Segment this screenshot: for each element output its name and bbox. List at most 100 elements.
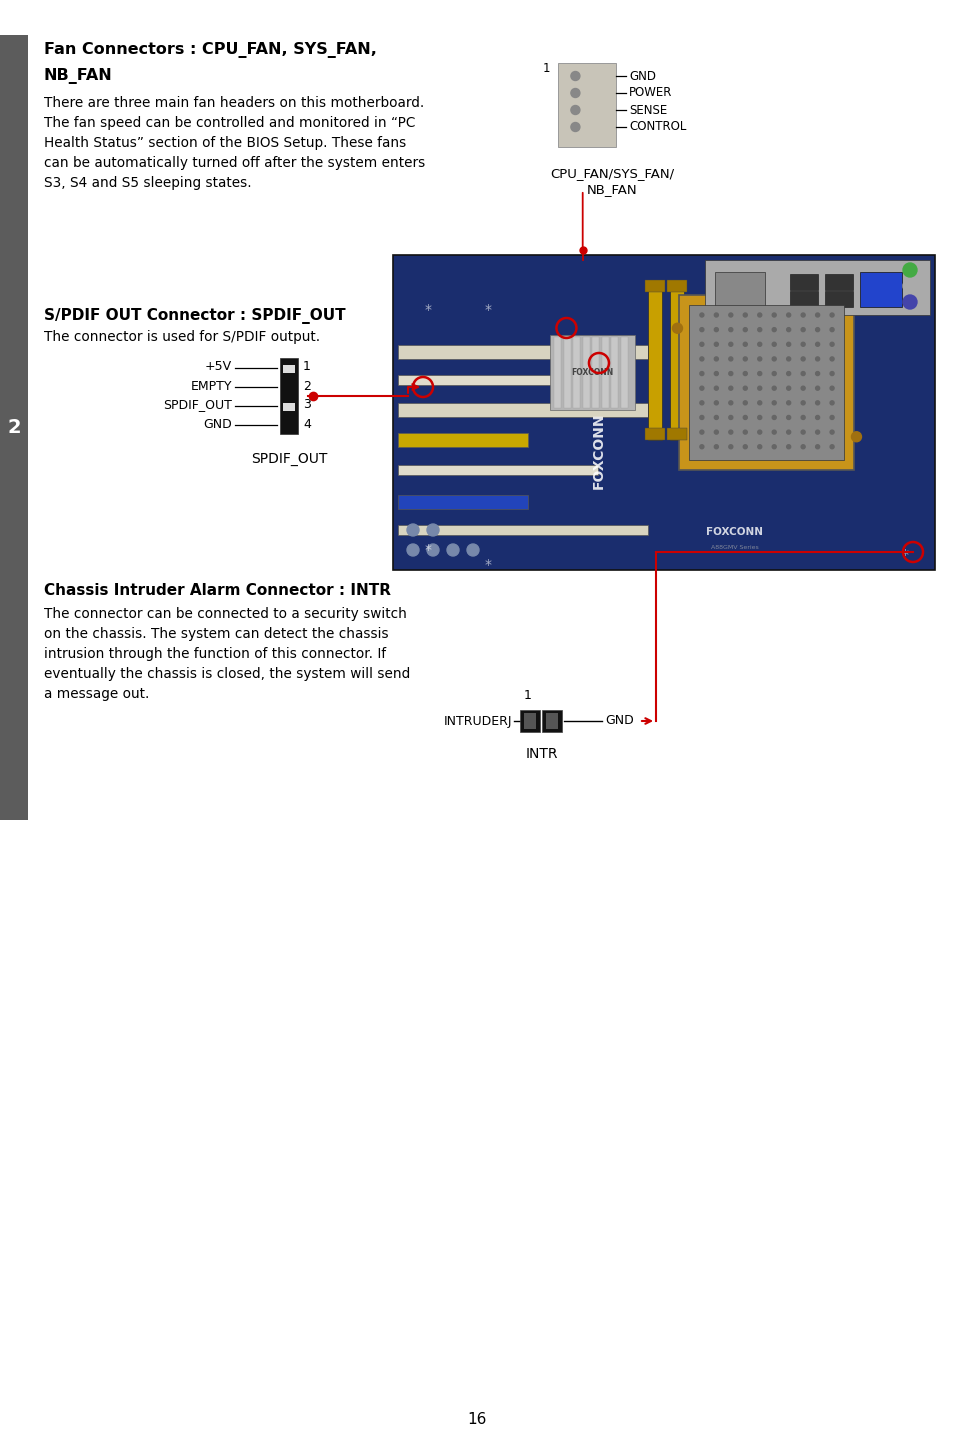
Text: CPU_FAN/SYS_FAN/: CPU_FAN/SYS_FAN/	[549, 167, 674, 180]
Circle shape	[757, 444, 760, 449]
Text: *: *	[484, 303, 491, 317]
Circle shape	[771, 415, 776, 420]
Text: The connector is used for S/PDIF output.: The connector is used for S/PDIF output.	[44, 330, 320, 344]
Circle shape	[801, 401, 804, 405]
Text: FOXCONN: FOXCONN	[571, 367, 613, 378]
Circle shape	[714, 430, 718, 434]
Bar	[397, 346, 647, 359]
Circle shape	[815, 328, 819, 331]
Circle shape	[829, 328, 833, 331]
Circle shape	[801, 386, 804, 391]
Text: The fan speed can be controlled and monitored in “PC: The fan speed can be controlled and moni…	[44, 116, 415, 131]
Text: 1: 1	[542, 62, 550, 76]
Circle shape	[757, 386, 760, 391]
Circle shape	[714, 314, 718, 317]
Text: The connector can be connected to a security switch: The connector can be connected to a secu…	[44, 607, 406, 621]
Circle shape	[714, 372, 718, 376]
Circle shape	[786, 328, 790, 331]
Bar	[283, 404, 294, 411]
Text: There are three main fan headers on this motherboard.: There are three main fan headers on this…	[44, 96, 424, 110]
Bar	[397, 375, 598, 385]
Circle shape	[742, 343, 746, 346]
Bar	[541, 710, 561, 732]
Text: SENSE: SENSE	[628, 103, 666, 116]
Bar	[523, 713, 536, 729]
Bar	[545, 713, 558, 729]
Circle shape	[829, 444, 833, 449]
Bar	[789, 290, 817, 306]
Bar	[859, 272, 901, 306]
Text: eventually the chassis is closed, the system will send: eventually the chassis is closed, the sy…	[44, 666, 410, 681]
Circle shape	[700, 401, 703, 405]
Circle shape	[771, 314, 776, 317]
Circle shape	[786, 401, 790, 405]
Circle shape	[714, 444, 718, 449]
Circle shape	[771, 401, 776, 405]
Circle shape	[757, 314, 760, 317]
Bar	[582, 337, 589, 408]
Circle shape	[786, 343, 790, 346]
Circle shape	[771, 343, 776, 346]
Circle shape	[829, 386, 833, 391]
Circle shape	[728, 415, 732, 420]
Circle shape	[570, 122, 579, 132]
Text: 1: 1	[523, 690, 532, 701]
Bar	[824, 290, 852, 306]
Circle shape	[742, 430, 746, 434]
Circle shape	[700, 328, 703, 331]
Circle shape	[815, 372, 819, 376]
Text: GND: GND	[203, 418, 232, 430]
Circle shape	[700, 357, 703, 362]
Circle shape	[742, 386, 746, 391]
Circle shape	[801, 328, 804, 331]
Circle shape	[786, 372, 790, 376]
Circle shape	[728, 401, 732, 405]
Circle shape	[786, 444, 790, 449]
Circle shape	[700, 444, 703, 449]
Circle shape	[801, 314, 804, 317]
Bar	[283, 383, 294, 392]
Circle shape	[700, 372, 703, 376]
Bar	[704, 260, 929, 315]
Circle shape	[815, 430, 819, 434]
Circle shape	[786, 314, 790, 317]
Circle shape	[851, 431, 861, 441]
Circle shape	[829, 314, 833, 317]
Circle shape	[407, 544, 418, 556]
Circle shape	[815, 314, 819, 317]
Circle shape	[700, 314, 703, 317]
Text: *: *	[424, 303, 431, 317]
Bar	[592, 337, 598, 408]
Text: 1: 1	[303, 360, 311, 373]
Bar	[283, 423, 294, 430]
Circle shape	[815, 401, 819, 405]
Text: GND: GND	[628, 70, 656, 83]
Circle shape	[742, 444, 746, 449]
Text: S/PDIF OUT Connector : SPDIF_OUT: S/PDIF OUT Connector : SPDIF_OUT	[44, 308, 345, 324]
Circle shape	[714, 343, 718, 346]
Text: NB_FAN: NB_FAN	[44, 68, 112, 84]
Bar	[647, 285, 661, 440]
Text: S3, S4 and S5 sleeping states.: S3, S4 and S5 sleeping states.	[44, 176, 252, 190]
Circle shape	[902, 279, 916, 293]
Text: A88GMV Series: A88GMV Series	[710, 546, 758, 550]
Bar	[644, 428, 664, 440]
Text: 2: 2	[303, 379, 311, 392]
Bar	[824, 274, 852, 290]
Circle shape	[829, 430, 833, 434]
Circle shape	[829, 357, 833, 362]
Bar	[689, 305, 843, 460]
Circle shape	[700, 343, 703, 346]
Bar	[563, 337, 570, 408]
Circle shape	[902, 263, 916, 277]
Text: Health Status” section of the BIOS Setup. These fans: Health Status” section of the BIOS Setup…	[44, 136, 406, 150]
Circle shape	[757, 343, 760, 346]
Circle shape	[786, 386, 790, 391]
Circle shape	[728, 386, 732, 391]
Bar	[397, 433, 527, 447]
Text: 4: 4	[303, 418, 311, 430]
Bar	[573, 337, 579, 408]
Circle shape	[700, 386, 703, 391]
Circle shape	[728, 314, 732, 317]
Circle shape	[771, 372, 776, 376]
